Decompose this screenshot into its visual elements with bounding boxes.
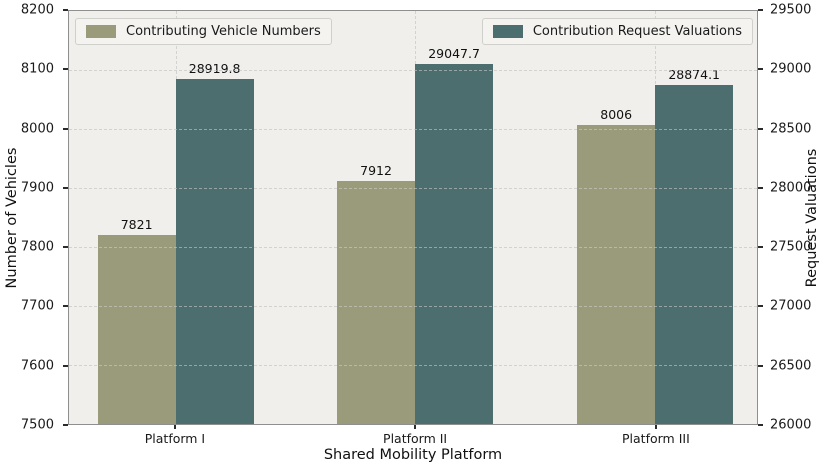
gridlines-overlay-layer bbox=[69, 11, 757, 424]
legend-label-valuations: Contribution Request Valuations bbox=[532, 24, 742, 39]
y-tick-mark-left bbox=[63, 364, 68, 367]
y-tick-mark-left bbox=[63, 9, 68, 11]
bars-layer: 7821 28919.8 7912 29047.7 8006 28874.1 bbox=[69, 11, 757, 424]
horizontal-gridline bbox=[69, 70, 757, 71]
x-axis-title: Shared Mobility Platform bbox=[323, 447, 503, 463]
bar-vehicles-3: 8006 bbox=[577, 107, 656, 424]
y-tick-mark-left bbox=[63, 68, 68, 71]
y-tick-mark-right bbox=[758, 186, 763, 189]
bar-vehicles-1: 7821 bbox=[97, 217, 176, 424]
y-axis-title-left: Number of Vehicles bbox=[4, 147, 20, 289]
y-tick-label-right: 27000 bbox=[770, 298, 812, 314]
y-tick-mark-left bbox=[63, 186, 68, 189]
y-tick-label-right: 29500 bbox=[770, 2, 812, 18]
bar-vehicles-2: 7912 bbox=[337, 163, 416, 424]
y-tick-mark-right bbox=[758, 424, 763, 426]
y-tick-mark-left bbox=[63, 305, 68, 308]
x-axis-ticks: Platform I Platform II Platform III bbox=[68, 425, 758, 447]
y-tick-label-right: 28000 bbox=[770, 180, 812, 196]
y-tick-mark-right bbox=[758, 127, 763, 130]
legend-contributing-vehicle-numbers: Contributing Vehicle Numbers bbox=[75, 18, 332, 45]
y-tick-mark-right bbox=[758, 68, 763, 71]
legend-swatch-valuations-icon bbox=[492, 25, 523, 38]
legend-swatch-vehicles-icon bbox=[86, 25, 116, 38]
horizontal-gridline bbox=[69, 365, 757, 366]
y-tick-label-right: 29000 bbox=[770, 61, 812, 77]
bar-valuations-2: 29047.7 bbox=[415, 46, 494, 424]
legend-contribution-request-valuations: Contribution Request Valuations bbox=[481, 18, 753, 45]
bar-group-2: 7912 29047.7 bbox=[337, 11, 494, 424]
x-tick-label: Platform II bbox=[383, 431, 448, 446]
y-tick-label-left: 7900 bbox=[20, 180, 54, 196]
legend-label-vehicles: Contributing Vehicle Numbers bbox=[126, 24, 321, 39]
y-tick-mark-left bbox=[63, 127, 68, 130]
y-tick-label-left: 7600 bbox=[20, 358, 54, 374]
horizontal-gridline bbox=[69, 247, 757, 248]
x-tick-label: Platform III bbox=[622, 431, 690, 446]
bar-valuations-3: 28874.1 bbox=[655, 67, 734, 424]
bar-value-label: 29047.7 bbox=[428, 46, 480, 62]
plot-area: 7821 28919.8 7912 29047.7 8006 28874.1 Contri… bbox=[68, 10, 758, 425]
y-tick-mark-left bbox=[63, 424, 68, 426]
y-tick-label-left: 8000 bbox=[20, 121, 54, 137]
x-tick-label: Platform I bbox=[144, 431, 206, 446]
y-axis-title-right: Request Valuations bbox=[804, 148, 820, 288]
x-tick-mark bbox=[654, 425, 657, 429]
bar-value-label: 28919.8 bbox=[188, 61, 241, 77]
y-tick-label-right: 26500 bbox=[770, 358, 812, 374]
horizontal-gridline bbox=[69, 188, 757, 189]
bar-value-label: 8006 bbox=[600, 107, 633, 123]
y-tick-label-left: 7800 bbox=[20, 239, 54, 255]
y-axis-left-ticks: 8200 8100 8000 7900 7800 7700 7600 7500 bbox=[0, 3, 68, 433]
y-tick-mark-right bbox=[758, 364, 763, 367]
y-tick-mark-right bbox=[758, 246, 763, 249]
y-tick-label-left: 7700 bbox=[20, 298, 54, 314]
y-tick-label-right: 26000 bbox=[770, 417, 812, 433]
y-tick-label-left: 7500 bbox=[20, 417, 54, 433]
y-tick-label-right: 28500 bbox=[770, 121, 812, 137]
y-tick-mark-left bbox=[63, 246, 68, 249]
bar-value-label: 7912 bbox=[360, 162, 392, 178]
y-tick-label-left: 8100 bbox=[20, 61, 54, 77]
y-tick-mark-right bbox=[758, 9, 763, 11]
x-tick-mark bbox=[173, 425, 176, 429]
bar-group-3: 8006 28874.1 bbox=[577, 11, 734, 424]
y-tick-mark-right bbox=[758, 305, 763, 308]
y-tick-label-left: 8200 bbox=[20, 2, 54, 18]
horizontal-gridline bbox=[69, 129, 757, 130]
bar-value-label: 7821 bbox=[120, 216, 153, 232]
bar-group-1: 7821 28919.8 bbox=[97, 11, 254, 424]
horizontal-gridline bbox=[69, 306, 757, 307]
y-tick-label-right: 27500 bbox=[770, 239, 812, 255]
y-axis-right-ticks: 29500 29000 28500 28000 27500 27000 26500 26000 bbox=[758, 3, 830, 433]
x-tick-mark bbox=[414, 425, 417, 429]
bar-valuations-1: 28919.8 bbox=[175, 61, 254, 424]
